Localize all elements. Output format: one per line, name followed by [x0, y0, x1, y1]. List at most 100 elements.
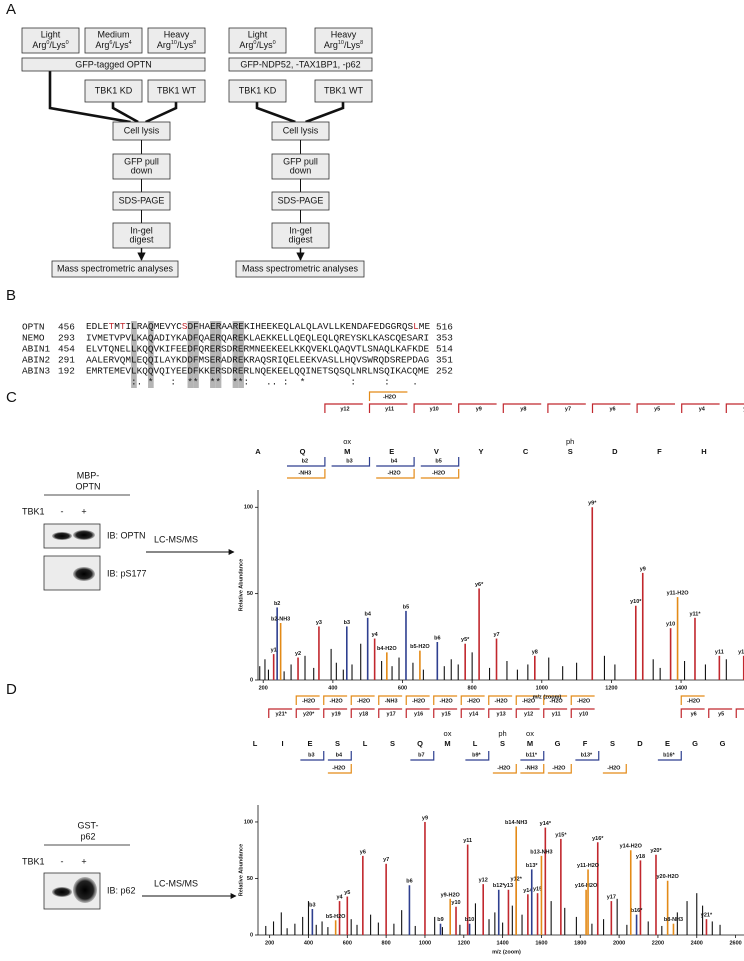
label-part: /Lys [256, 40, 273, 50]
residue: E [210, 321, 216, 332]
ion-label: y8 [520, 406, 526, 412]
blot-band [52, 887, 72, 897]
blot-protein: GST- [77, 820, 98, 830]
box [21, 57, 206, 72]
residue: M [444, 739, 450, 748]
ion-label: -H2O [495, 698, 509, 704]
peak-label: b13* [526, 863, 538, 869]
superscript: 6 [109, 40, 112, 46]
peak-label: b4 [364, 611, 371, 617]
peak-label: y16* [592, 836, 604, 842]
end-position: 514 [436, 343, 453, 354]
peak-label: b16* [631, 908, 643, 914]
residue: A [317, 321, 323, 332]
box [51, 260, 179, 278]
residue: Y [171, 321, 177, 332]
ion-label: -H2O [412, 698, 426, 704]
peak-label: b5 [403, 604, 409, 610]
ion-label: y11 [552, 711, 561, 717]
residue: Q [148, 321, 154, 332]
y-tick-label: 50 [247, 591, 253, 597]
peak-label: y5* [461, 637, 470, 643]
y-tick-label: 100 [244, 505, 253, 511]
y-tick-label: 50 [247, 876, 253, 882]
peak-label: y11 [463, 838, 472, 844]
blot-band [73, 877, 97, 903]
ion-label: -NH3 [385, 698, 398, 704]
residue: V [165, 321, 171, 332]
residue: K [272, 321, 278, 332]
label-isotopes: Arg6/Lys4 [95, 40, 131, 50]
ion-bracket [735, 708, 744, 718]
blot-protein: MBP- [77, 470, 100, 480]
ion-bracket [515, 708, 540, 718]
peak-label: y20-H2O [656, 874, 679, 880]
ion-label: b13* [581, 752, 593, 758]
peak-label: b2 [274, 601, 280, 607]
end-position: 353 [436, 332, 453, 343]
peak-label: b12* [493, 883, 505, 889]
residue: K [244, 321, 250, 332]
ion-bracket [331, 457, 371, 467]
ion-bracket [547, 403, 586, 413]
blot-band [73, 530, 95, 540]
peak-label: y11-H2O [577, 863, 600, 869]
residue: S [500, 739, 505, 748]
ion-label: y20* [303, 711, 315, 717]
step-label: In-gel [289, 225, 312, 235]
ion-label: y18 [359, 711, 368, 717]
box [112, 222, 171, 249]
x-tick-label: 200 [265, 940, 274, 946]
connector [255, 102, 296, 124]
residue: E [424, 321, 430, 332]
peak-label: b5-H2O [326, 914, 346, 920]
residue: I [125, 321, 131, 332]
peak-label: y9-H2O [441, 892, 461, 898]
conserved-column [215, 321, 222, 388]
start-position: 192 [58, 365, 75, 376]
ion-bracket [460, 695, 485, 705]
blot-protein: OPTN [75, 481, 100, 491]
modification: ph [498, 729, 506, 738]
peak-label: y9* [588, 501, 597, 507]
residue: K [340, 321, 346, 332]
blot-protein: p62 [80, 831, 95, 841]
peak-label: b5-H2O [410, 644, 430, 650]
ion-label: y15 [442, 711, 451, 717]
peak-label: y10 [451, 900, 460, 906]
ion-bracket [488, 695, 513, 705]
peak-label: y9 [640, 566, 646, 572]
panel-label: A [6, 1, 16, 18]
x-tick-label: 1400 [675, 685, 687, 691]
start-position: 456 [58, 321, 75, 332]
peak-label: y12 [479, 878, 488, 884]
residue: L [131, 321, 137, 332]
ion-bracket [286, 457, 326, 467]
sequence: EDLETMTILRAQMEVYCSDFHAERAAREKIHEEKEQLALQ… [86, 321, 430, 332]
residue: L [300, 321, 306, 332]
x-axis-label: m/z (zoom) [492, 949, 521, 955]
residue: A [221, 321, 227, 332]
ion-bracket [405, 708, 430, 718]
label-isotopes: Arg0/Lys0 [239, 40, 275, 50]
residue: H [199, 321, 205, 332]
ion-label: -H2O [552, 765, 566, 771]
box [314, 79, 373, 103]
label-part: /Lys [49, 40, 66, 50]
x-axis-label: m/z (zoom) [533, 694, 562, 700]
panel-label: D [6, 681, 17, 698]
peak-label: y2 [295, 651, 301, 657]
ion-bracket [515, 695, 540, 705]
label-name: Medium [97, 29, 129, 39]
sequence: EMRTEMEVLKQQVQIYEEDFKKERSDRERLNQEKEELQQI… [86, 365, 430, 376]
superscript: 0 [253, 40, 256, 46]
ion-label: y11 [385, 406, 394, 412]
x-tick-label: 800 [468, 685, 477, 691]
residue: I [281, 739, 283, 748]
lane-label: + [81, 856, 86, 866]
peak-label: y10 [666, 622, 675, 628]
residue: E [345, 321, 351, 332]
box [271, 222, 330, 249]
ion-label: y7 [565, 406, 571, 412]
ion-bracket [458, 403, 497, 413]
